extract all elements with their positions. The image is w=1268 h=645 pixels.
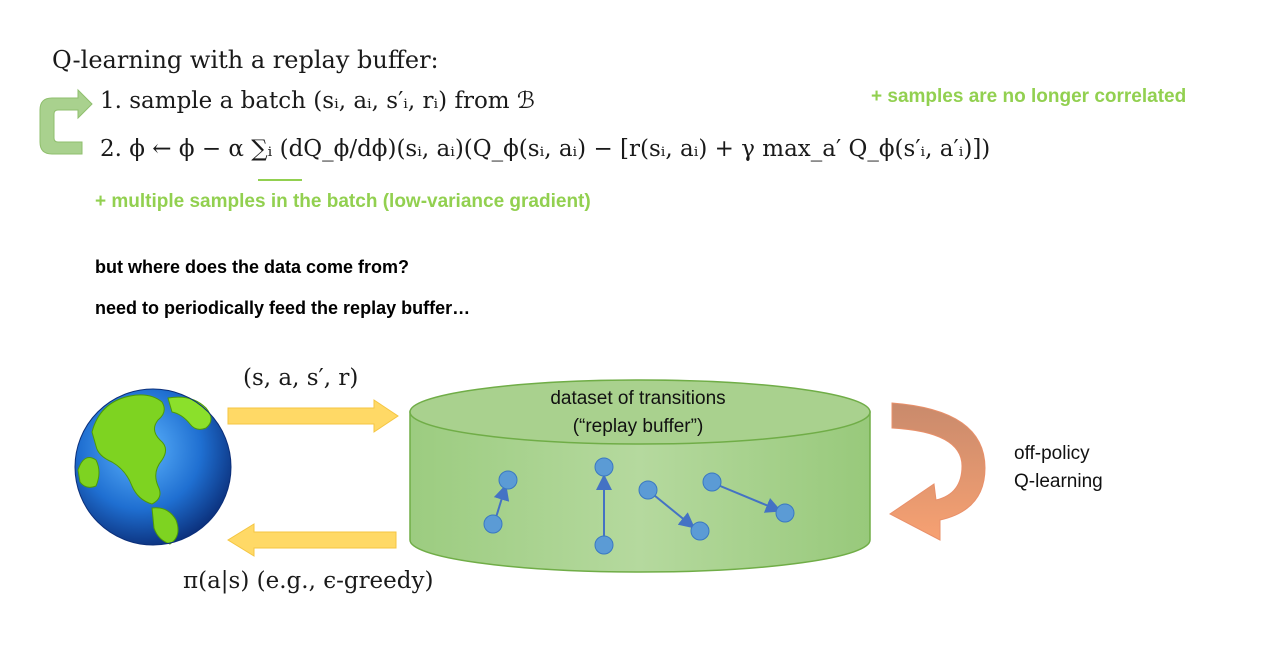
offpolicy-label: off-policy Q-learning — [1014, 440, 1103, 496]
note-low-variance: + multiple samples in the batch (low-var… — [95, 191, 591, 212]
transition-tuple-label: (s, a, s′, r) — [243, 365, 359, 391]
transition-node — [690, 521, 710, 541]
replay-buffer-label-line2: (“replay buffer”) — [572, 416, 704, 437]
transition-edge — [648, 490, 696, 529]
replay-buffer-label-line1: dataset of transitions — [550, 388, 726, 409]
offpolicy-label-line1: off-policy — [1014, 443, 1090, 464]
policy-label: π(a|s) (e.g., ϵ-greedy) — [183, 568, 434, 594]
earth-globe-icon — [74, 388, 232, 546]
transition-edge — [712, 482, 782, 513]
loop-arrow-icon — [39, 88, 93, 155]
page-title: Q-learning with a replay buffer: — [52, 46, 439, 74]
transition-node — [594, 457, 614, 477]
offpolicy-curved-arrow — [889, 402, 986, 541]
replay-buffer-label: dataset of transitions (“replay buffer”) — [523, 385, 753, 441]
step-2-update-rule: 2. ϕ ← ϕ − α ∑ᵢ (dQ_ϕ/dϕ)(sᵢ, aᵢ)(Q_ϕ(sᵢ… — [100, 136, 991, 162]
arrow-to-buffer — [227, 399, 399, 433]
transition-node — [702, 472, 722, 492]
transition-node — [498, 470, 518, 490]
transition-graph — [483, 457, 795, 555]
answer-feed-buffer: need to periodically feed the replay buf… — [95, 298, 471, 318]
note-uncorrelated: + samples are no longer correlated — [871, 86, 1187, 107]
transition-node — [638, 480, 658, 500]
transition-node — [594, 535, 614, 555]
offpolicy-label-line2: Q-learning — [1014, 471, 1103, 492]
transition-node — [483, 514, 503, 534]
question-data-source: but where does the data come from? — [95, 257, 410, 277]
arrow-to-world — [227, 523, 397, 557]
step-1-sample-batch: 1. sample a batch (sᵢ, aᵢ, s′ᵢ, rᵢ) from… — [100, 88, 536, 114]
transition-node — [775, 503, 795, 523]
